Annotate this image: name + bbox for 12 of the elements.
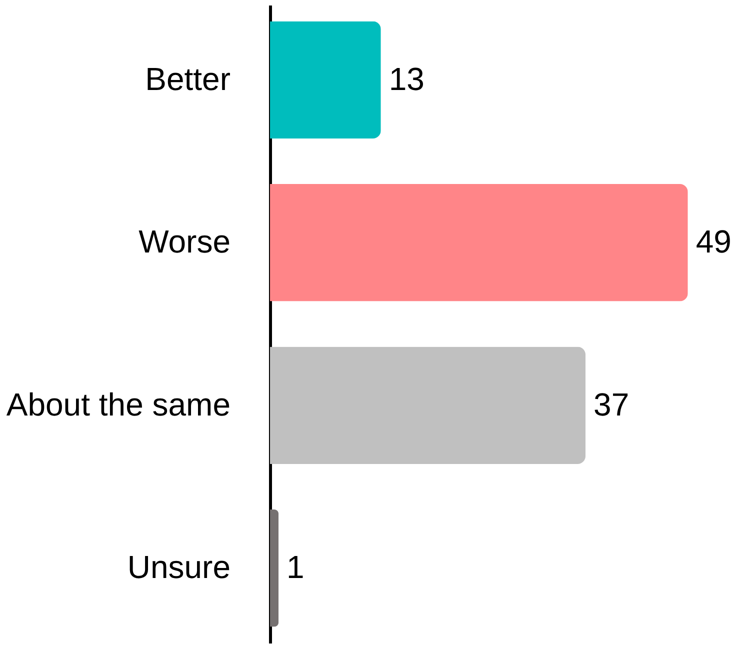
y-tick-label: Better: [145, 60, 231, 97]
bar: [270, 346, 586, 464]
data-label: 37: [594, 386, 630, 422]
data-label: 1: [286, 549, 304, 586]
bar: [270, 510, 279, 627]
data-label: 49: [696, 224, 732, 260]
bar: [270, 184, 688, 302]
y-tick-label: About the same: [6, 386, 230, 422]
y-tick-label: Unsure: [127, 549, 230, 586]
data-label: 13: [388, 60, 424, 97]
bar: [270, 21, 381, 138]
y-tick-label: Worse: [138, 224, 230, 260]
